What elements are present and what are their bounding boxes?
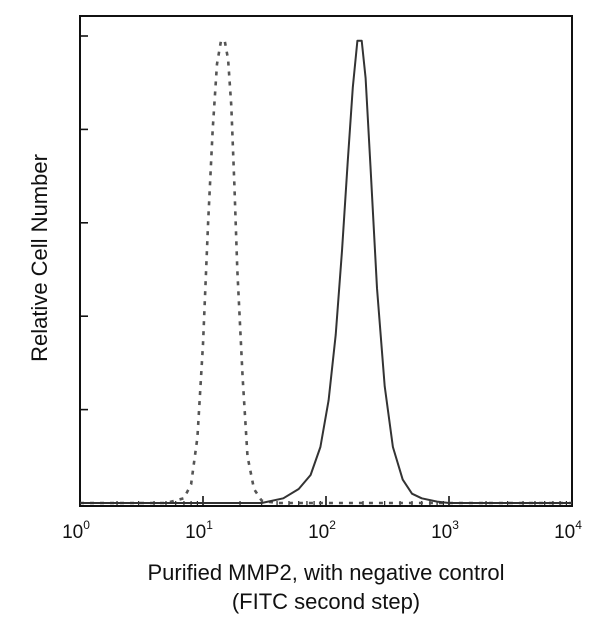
- x-tick-label-exponent: 4: [575, 518, 582, 532]
- x-tick-label-base: 10: [431, 522, 452, 543]
- x-tick-label-exponent: 1: [206, 518, 213, 532]
- x-tick-label: 100: [62, 518, 90, 543]
- series-negative-control-curve: [80, 39, 572, 505]
- x-tick-label: 103: [431, 518, 459, 543]
- x-tick-label: 104: [554, 518, 582, 543]
- x-tick-label-exponent: 0: [83, 518, 90, 532]
- x-tick-label-base: 10: [185, 522, 206, 543]
- x-axis-label: Purified MMP2, with negative control: [147, 560, 504, 585]
- x-axis-tick-labels: 100 101 102 103 104: [62, 518, 582, 543]
- y-axis-ticks: [80, 35, 88, 504]
- x-axis-ticks: [79, 496, 573, 506]
- x-tick-label: 101: [185, 518, 213, 543]
- series-mmp2-curve: [80, 39, 572, 504]
- x-tick-label-base: 10: [308, 522, 329, 543]
- x-tick-label-exponent: 2: [329, 518, 336, 532]
- x-tick-label-exponent: 3: [452, 518, 459, 532]
- x-tick-label-base: 10: [554, 522, 575, 543]
- x-tick-label: 102: [308, 518, 336, 543]
- histogram-curves: [80, 39, 572, 505]
- plot-frame: [79, 15, 573, 507]
- y-axis-label: Relative Cell Number: [27, 154, 52, 362]
- x-tick-label-base: 10: [62, 522, 83, 543]
- x-axis-label-line2: (FITC second step): [232, 589, 420, 614]
